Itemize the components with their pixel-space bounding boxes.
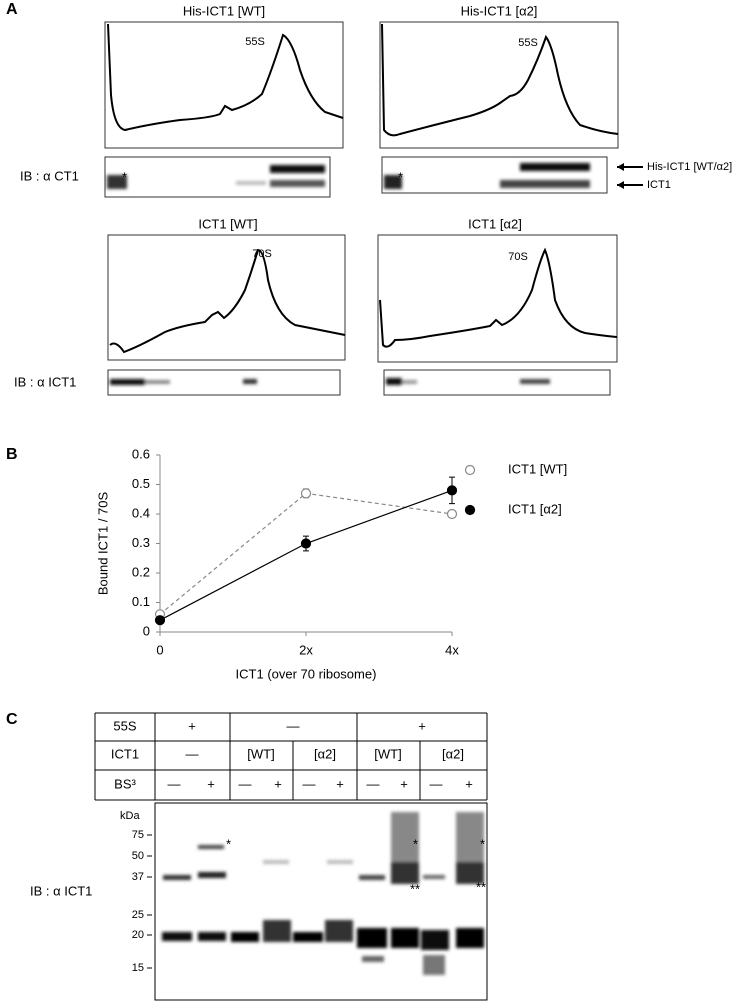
marker-label: 37 — [132, 871, 144, 883]
profile-title: ICT1 [WT] — [198, 216, 257, 231]
y-tick-label: 0.2 — [132, 564, 150, 579]
table-cell: — — [303, 776, 316, 791]
data-point — [446, 485, 458, 496]
table-cell: BS³ — [114, 776, 136, 791]
table-cell: + — [188, 718, 196, 733]
peak-label: 70S — [508, 251, 528, 263]
asterisk: ** — [410, 881, 420, 896]
y-tick-label: 0.1 — [132, 594, 150, 609]
blot-bands — [110, 378, 550, 385]
band-label: His-ICT1 [WT/α2] — [647, 161, 732, 173]
table-cell: + — [207, 776, 215, 791]
data-point — [446, 508, 458, 520]
blot-label: IB : α ICT1 — [30, 883, 92, 898]
table-cell: + — [274, 776, 282, 791]
peak-label: 55S — [518, 37, 538, 49]
x-tick-label: 4x — [445, 642, 459, 657]
asterisk: * — [413, 836, 418, 851]
table-cell: [WT] — [374, 746, 401, 761]
profile-box — [107, 234, 346, 361]
blot-bands — [107, 163, 590, 189]
gel-bands — [162, 812, 484, 975]
profile-box — [104, 21, 344, 149]
panel-label: A — [6, 1, 18, 18]
x-axis-label: ICT1 (over 70 ribosome) — [236, 666, 377, 681]
legend-label: ICT1 [WT] — [508, 461, 567, 476]
profile-curve — [109, 248, 346, 354]
panel-label: C — [6, 711, 18, 728]
legend-label: ICT1 [α2] — [508, 501, 562, 516]
peak-label: 55S — [245, 36, 265, 48]
marker-label: 15 — [132, 962, 144, 974]
table-cell: 55S — [113, 718, 136, 733]
y-tick-label: 0.3 — [132, 535, 150, 550]
profile-box — [379, 21, 619, 149]
peak-label: 70S — [252, 248, 272, 260]
x-tick-label: 2x — [299, 642, 313, 657]
blot-strip — [381, 156, 608, 194]
profile-box — [377, 234, 618, 363]
table-cell: — — [367, 776, 380, 791]
blot-strip — [104, 156, 331, 198]
series-line — [159, 489, 453, 621]
table-cell: ICT1 — [111, 746, 139, 761]
profile-curve — [107, 23, 344, 132]
y-tick-label: 0 — [143, 623, 150, 638]
arrow-head — [617, 163, 624, 171]
asterisk: * — [398, 169, 403, 184]
marker-label: 75 — [132, 829, 144, 841]
blot-label: IB : α CT1 — [20, 168, 79, 183]
y-tick-label: 0.6 — [132, 446, 150, 461]
table-cell: — — [168, 776, 181, 791]
kda-label: kDa — [120, 810, 140, 822]
condition-table: 55S + — + ICT1 — [WT] [α2] [WT] [α2] BS³ — + — + — + — + — + — [94, 712, 488, 801]
asterisk: * — [480, 836, 485, 851]
data-point — [154, 615, 166, 626]
profile-title: His-ICT1 [WT] — [183, 3, 265, 18]
blot-label: IB : α ICT1 — [14, 374, 76, 389]
legend-marker — [464, 504, 476, 516]
table-cell: — — [287, 718, 300, 733]
panel-label: B — [6, 446, 18, 463]
profile-title: ICT1 [α2] — [468, 216, 522, 231]
marker-label: 25 — [132, 909, 144, 921]
table-cell: + — [465, 776, 473, 791]
asterisk: * — [226, 836, 231, 851]
table-cell: — — [239, 776, 252, 791]
table-cell: [α2] — [314, 746, 336, 761]
line-chart: 0 0.1 0.2 0.3 0.4 0.5 0.6 0 2x 4x ICT1 (over 70 ri… — [95, 446, 567, 681]
table-cell: — — [186, 746, 199, 761]
legend-marker — [464, 464, 476, 476]
y-axis-label: Bound ICT1 / 70S — [95, 492, 110, 596]
blot-strip — [107, 369, 341, 396]
table-cell: [WT] — [247, 746, 274, 761]
series-line — [159, 492, 453, 615]
data-point — [300, 488, 312, 499]
asterisk: * — [122, 169, 127, 184]
table-cell: [α2] — [442, 746, 464, 761]
table-cell: + — [400, 776, 408, 791]
profile-title: His-ICT1 [α2] — [461, 3, 538, 18]
profile-curve — [379, 247, 618, 348]
table-cell: — — [430, 776, 443, 791]
table-cell: + — [336, 776, 344, 791]
data-point — [300, 538, 312, 549]
table-cell: + — [418, 718, 426, 733]
y-tick-label: 0.5 — [132, 476, 150, 491]
marker-label: 20 — [132, 929, 144, 941]
band-label: ICT1 — [647, 179, 671, 191]
marker-label: 50 — [132, 850, 144, 862]
y-tick-label: 0.4 — [132, 505, 150, 520]
arrow-head — [617, 181, 624, 189]
x-tick-label: 0 — [156, 642, 163, 657]
asterisk: ** — [476, 879, 486, 894]
profile-curve — [381, 23, 619, 137]
blot-strip — [383, 369, 611, 396]
